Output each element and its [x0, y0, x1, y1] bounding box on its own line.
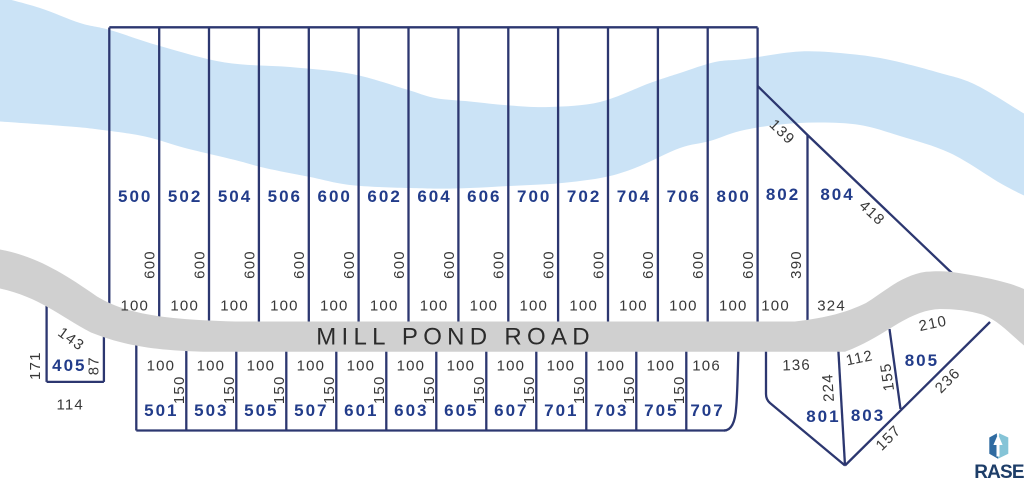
svg-text:600: 600 — [318, 187, 352, 206]
svg-text:87: 87 — [86, 356, 103, 375]
svg-text:504: 504 — [218, 187, 252, 206]
svg-text:500: 500 — [118, 187, 152, 206]
svg-text:324: 324 — [817, 297, 846, 314]
svg-text:100: 100 — [597, 358, 626, 375]
svg-text:603: 603 — [394, 401, 428, 420]
svg-text:801: 801 — [806, 407, 840, 426]
svg-text:100: 100 — [647, 358, 676, 375]
svg-text:150: 150 — [171, 375, 188, 404]
svg-text:600: 600 — [690, 250, 707, 279]
svg-text:707: 707 — [690, 401, 724, 420]
svg-text:701: 701 — [544, 401, 578, 420]
svg-text:100: 100 — [170, 297, 199, 314]
svg-text:100: 100 — [547, 358, 576, 375]
svg-text:100: 100 — [347, 358, 376, 375]
svg-text:224: 224 — [819, 373, 838, 403]
svg-text:803: 803 — [851, 406, 885, 425]
svg-text:601: 601 — [344, 401, 378, 420]
svg-text:606: 606 — [467, 187, 501, 206]
svg-text:150: 150 — [671, 375, 688, 404]
svg-text:600: 600 — [441, 250, 458, 279]
svg-text:171: 171 — [27, 351, 44, 380]
svg-text:100: 100 — [447, 358, 476, 375]
svg-text:501: 501 — [144, 401, 178, 420]
svg-text:100: 100 — [761, 297, 790, 314]
svg-text:150: 150 — [521, 375, 538, 404]
svg-text:100: 100 — [470, 297, 499, 314]
svg-text:100: 100 — [669, 297, 698, 314]
svg-text:100: 100 — [147, 358, 176, 375]
svg-text:804: 804 — [820, 185, 854, 204]
svg-text:505: 505 — [244, 401, 278, 420]
svg-text:100: 100 — [197, 358, 226, 375]
svg-text:600: 600 — [341, 250, 358, 279]
svg-text:150: 150 — [471, 375, 488, 404]
svg-text:MILL POND ROAD: MILL POND ROAD — [316, 324, 595, 351]
svg-text:800: 800 — [717, 187, 751, 206]
svg-text:607: 607 — [494, 401, 528, 420]
svg-text:100: 100 — [397, 358, 426, 375]
svg-text:600: 600 — [491, 250, 508, 279]
svg-text:100: 100 — [420, 297, 449, 314]
svg-text:100: 100 — [120, 297, 149, 314]
svg-text:100: 100 — [619, 297, 648, 314]
svg-text:RASE: RASE — [974, 462, 1024, 481]
svg-text:600: 600 — [142, 250, 159, 279]
svg-text:100: 100 — [569, 297, 598, 314]
svg-text:150: 150 — [221, 375, 238, 404]
svg-text:600: 600 — [541, 250, 558, 279]
svg-text:702: 702 — [567, 187, 601, 206]
svg-text:100: 100 — [370, 297, 399, 314]
svg-text:600: 600 — [391, 250, 408, 279]
svg-text:602: 602 — [367, 187, 401, 206]
svg-text:210: 210 — [917, 313, 949, 336]
svg-text:704: 704 — [617, 187, 651, 206]
svg-text:604: 604 — [417, 187, 451, 206]
svg-text:390: 390 — [788, 250, 805, 279]
svg-text:705: 705 — [644, 401, 678, 420]
svg-text:100: 100 — [247, 358, 276, 375]
svg-text:600: 600 — [590, 250, 607, 279]
svg-text:405: 405 — [52, 356, 86, 375]
svg-text:150: 150 — [571, 375, 588, 404]
svg-text:100: 100 — [320, 297, 349, 314]
svg-text:600: 600 — [241, 250, 258, 279]
svg-text:150: 150 — [421, 375, 438, 404]
svg-text:802: 802 — [766, 185, 800, 204]
svg-text:100: 100 — [719, 297, 748, 314]
svg-text:114: 114 — [56, 397, 84, 414]
svg-text:805: 805 — [905, 351, 939, 370]
svg-text:100: 100 — [270, 297, 299, 314]
svg-text:150: 150 — [371, 375, 388, 404]
svg-text:150: 150 — [621, 375, 638, 404]
svg-text:503: 503 — [194, 401, 228, 420]
svg-text:600: 600 — [740, 250, 757, 279]
svg-text:706: 706 — [667, 187, 701, 206]
svg-text:600: 600 — [191, 250, 208, 279]
svg-text:703: 703 — [594, 401, 628, 420]
svg-text:106: 106 — [692, 358, 721, 375]
svg-text:507: 507 — [294, 401, 328, 420]
svg-text:100: 100 — [220, 297, 249, 314]
svg-text:155: 155 — [877, 361, 898, 392]
svg-text:506: 506 — [268, 187, 302, 206]
svg-text:100: 100 — [297, 358, 326, 375]
svg-text:100: 100 — [519, 297, 548, 314]
svg-text:150: 150 — [321, 375, 338, 404]
svg-text:502: 502 — [168, 187, 202, 206]
svg-text:700: 700 — [517, 187, 551, 206]
svg-text:600: 600 — [291, 250, 308, 279]
svg-text:605: 605 — [444, 401, 478, 420]
svg-text:600: 600 — [640, 250, 657, 279]
svg-text:136: 136 — [782, 357, 811, 375]
svg-text:112: 112 — [844, 347, 874, 369]
svg-text:150: 150 — [271, 375, 288, 404]
svg-text:100: 100 — [497, 358, 526, 375]
